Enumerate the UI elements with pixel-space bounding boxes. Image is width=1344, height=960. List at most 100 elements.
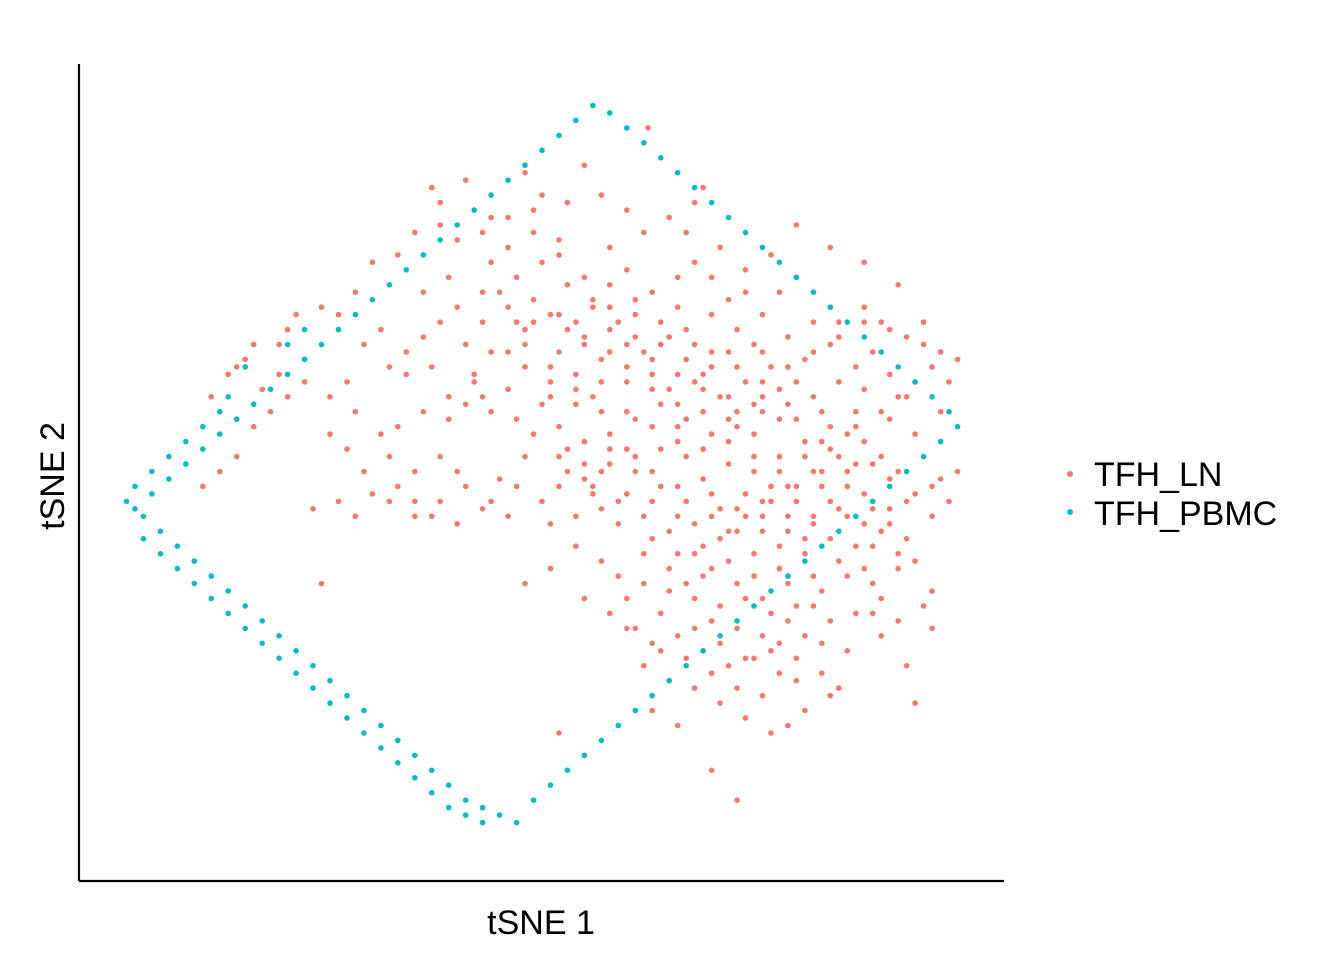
- point-tfh-ln-288: [674, 371, 681, 378]
- point-tfh-ln-380: [776, 468, 783, 475]
- point-tfh-pbmc-101: [250, 401, 257, 408]
- point-tfh-ln-97: [708, 431, 715, 437]
- point-tfh-pbmc-27: [412, 752, 418, 759]
- point-tfh-ln-296: [759, 349, 766, 355]
- point-tfh-ln-375: [836, 685, 842, 691]
- point-tfh-ln-324: [836, 558, 842, 564]
- point-tfh-ln-117: [573, 513, 579, 520]
- point-tfh-ln-344: [598, 558, 605, 564]
- point-tfh-ln-133: [903, 498, 910, 505]
- point-tfh-ln-258: [624, 408, 630, 415]
- point-tfh-ln-122: [632, 453, 639, 460]
- point-tfh-ln-159: [776, 640, 783, 647]
- point-tfh-ln-332: [683, 655, 689, 662]
- point-tfh-ln-308: [522, 341, 528, 348]
- point-tfh-ln-161: [725, 662, 732, 669]
- point-tfh-ln-366: [607, 610, 613, 617]
- point-tfh-ln-3: [462, 177, 469, 183]
- point-tfh-ln-402: [530, 319, 537, 325]
- point-tfh-ln-333: [708, 670, 715, 676]
- point-tfh-ln-264: [776, 416, 783, 423]
- point-tfh-ln-69: [954, 356, 961, 363]
- point-tfh-ln-369: [691, 625, 698, 632]
- y-axis-title: tSNE 2: [34, 422, 72, 530]
- point-tfh-ln-316: [734, 364, 740, 370]
- point-tfh-ln-293: [683, 326, 689, 333]
- point-tfh-ln-191: [615, 573, 622, 579]
- point-tfh-ln-346: [547, 565, 554, 572]
- point-tfh-ln-405: [454, 304, 461, 311]
- point-tfh-ln-364: [327, 431, 333, 437]
- point-tfh-pbmc-119: [310, 685, 316, 691]
- point-tfh-ln-92: [581, 438, 588, 445]
- point-tfh-ln-131: [861, 491, 867, 497]
- point-tfh-pbmc-82: [573, 117, 579, 124]
- point-tfh-pbmc-6: [183, 438, 189, 445]
- point-tfh-ln-0: [645, 125, 651, 131]
- point-tfh-ln-447: [666, 528, 672, 535]
- point-tfh-ln-158: [802, 633, 808, 639]
- point-tfh-ln-123: [657, 446, 664, 452]
- point-tfh-ln-455: [462, 483, 469, 490]
- point-tfh-ln-1: [581, 162, 588, 168]
- point-tfh-ln-173: [869, 610, 876, 617]
- point-tfh-ln-232: [819, 483, 825, 490]
- point-tfh-ln-196: [759, 528, 766, 535]
- point-tfh-ln-318: [793, 416, 800, 423]
- point-tfh-pbmc-123: [378, 745, 384, 751]
- point-tfh-ln-387: [929, 364, 935, 370]
- point-tfh-ln-432: [861, 521, 867, 527]
- point-tfh-ln-299: [632, 296, 639, 303]
- point-tfh-pbmc-44: [700, 648, 706, 654]
- point-tfh-ln-378: [725, 438, 732, 445]
- point-tfh-ln-263: [751, 431, 757, 437]
- point-tfh-pbmc-28: [429, 767, 435, 774]
- point-tfh-ln-430: [810, 513, 817, 520]
- point-tfh-ln-224: [615, 521, 622, 527]
- point-tfh-ln-391: [810, 349, 817, 355]
- point-tfh-ln-297: [785, 334, 791, 340]
- point-tfh-ln-371: [742, 655, 749, 662]
- point-tfh-ln-289: [700, 386, 706, 393]
- point-tfh-ln-41: [403, 371, 410, 378]
- point-tfh-ln-253: [488, 349, 494, 355]
- point-tfh-ln-143: [700, 543, 706, 549]
- point-tfh-ln-284: [496, 476, 503, 482]
- point-tfh-pbmc-1: [284, 341, 291, 348]
- point-tfh-ln-119: [556, 483, 562, 490]
- point-tfh-ln-130: [836, 506, 842, 512]
- point-tfh-ln-281: [573, 401, 579, 408]
- point-tfh-ln-449: [615, 498, 622, 505]
- point-tfh-ln-295: [734, 326, 740, 333]
- point-tfh-ln-260: [674, 438, 681, 445]
- point-tfh-ln-342: [920, 603, 927, 609]
- point-tfh-ln-363: [344, 446, 350, 452]
- point-tfh-ln-98: [734, 423, 740, 430]
- point-tfh-ln-280: [598, 408, 605, 415]
- point-tfh-pbmc-86: [505, 177, 511, 183]
- point-tfh-ln-352: [412, 498, 418, 505]
- point-tfh-pbmc-104: [200, 446, 206, 452]
- point-tfh-ln-50: [573, 319, 579, 325]
- point-tfh-ln-206: [920, 319, 927, 325]
- point-tfh-ln-393: [759, 394, 766, 400]
- point-tfh-ln-320: [844, 513, 851, 520]
- point-tfh-ln-255: [530, 296, 537, 303]
- point-tfh-ln-209: [827, 244, 834, 251]
- point-tfh-ln-149: [819, 588, 825, 594]
- point-tfh-ln-214: [691, 259, 698, 266]
- point-tfh-ln-55: [674, 304, 681, 311]
- point-tfh-ln-127: [759, 498, 766, 505]
- point-tfh-ln-254: [513, 319, 520, 325]
- point-tfh-ln-349: [479, 506, 486, 512]
- point-tfh-ln-392: [785, 364, 791, 370]
- point-tfh-pbmc-110: [157, 550, 164, 557]
- point-tfh-ln-42: [429, 364, 435, 370]
- point-tfh-pbmc-7: [166, 453, 172, 460]
- point-tfh-ln-198: [810, 468, 817, 475]
- point-tfh-ln-454: [488, 498, 494, 505]
- point-tfh-ln-244: [641, 349, 647, 355]
- point-tfh-ln-66: [903, 334, 910, 340]
- point-tfh-ln-136: [878, 528, 884, 535]
